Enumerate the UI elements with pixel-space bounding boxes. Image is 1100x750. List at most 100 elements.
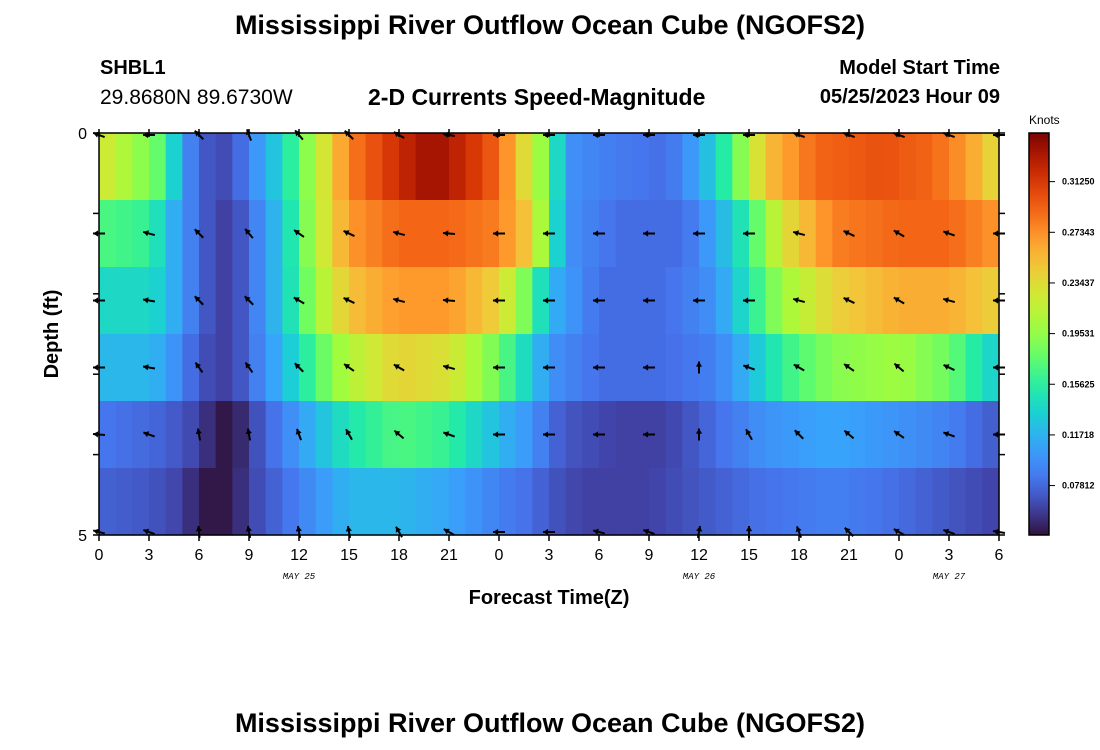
current-arrow: [643, 230, 655, 237]
heatmap-cell: [99, 334, 117, 402]
heatmap-cell: [299, 200, 317, 268]
heatmap-cell: [799, 267, 817, 335]
heatmap-cell: [899, 200, 917, 268]
heatmap-cell: [315, 334, 333, 402]
heatmap-cell: [915, 133, 933, 201]
heatmap-cell: [382, 468, 400, 536]
current-arrow: [843, 297, 855, 304]
current-arrow: [693, 230, 705, 237]
current-arrow: [592, 528, 606, 535]
x-tick-label: 6: [195, 547, 204, 564]
current-arrow: [593, 364, 605, 371]
heatmap-cell: [699, 200, 717, 268]
current-arrow: [493, 297, 505, 304]
colorbar-tick-label: 0.23437: [1062, 278, 1095, 288]
heatmap-cell: [765, 133, 783, 201]
heatmap-cell: [515, 267, 533, 335]
heatmap-cell: [849, 133, 867, 201]
current-arrow: [793, 363, 805, 372]
x-tick-label: 0: [95, 547, 104, 564]
heatmap-cell: [882, 133, 900, 201]
current-arrow: [345, 428, 353, 441]
heatmap-cell: [182, 133, 200, 201]
current-arrow: [142, 230, 156, 237]
heatmap-cell: [399, 200, 417, 268]
chart-subtitle: 2-D Currents Speed-Magnitude: [368, 84, 706, 110]
heatmap-cell: [349, 334, 367, 402]
current-arrow: [942, 297, 956, 304]
heatmap-cell: [99, 468, 117, 536]
heatmap-cell: [265, 200, 283, 268]
x-tick-label: 21: [440, 547, 458, 564]
heatmap-cell: [665, 401, 683, 469]
heatmap-cell: [682, 468, 700, 536]
heatmap-cell: [532, 401, 550, 469]
heatmap-cell: [215, 334, 233, 402]
heatmap-cell: [499, 401, 517, 469]
heatmap-cell: [665, 200, 683, 268]
heatmap-cell: [815, 133, 833, 201]
heatmap-cell: [349, 200, 367, 268]
heatmap-cell: [799, 334, 817, 402]
x-tick-label: 3: [545, 547, 554, 564]
heatmap-cell: [915, 334, 933, 402]
heatmap-cell: [415, 133, 433, 201]
heatmap-cell: [332, 334, 350, 402]
heatmap-cell: [332, 468, 350, 536]
heatmap-cell: [315, 468, 333, 536]
heatmap-cell: [499, 468, 517, 536]
x-tick-label: 3: [145, 547, 154, 564]
current-arrow: [543, 297, 555, 304]
heatmap-cell: [382, 133, 400, 201]
heatmap-cell: [599, 133, 617, 201]
heatmap-cell: [482, 133, 500, 201]
heatmap-cell: [199, 267, 217, 335]
heatmap-cell: [232, 468, 250, 536]
heatmap-cell: [832, 267, 850, 335]
x-tick-label: 12: [690, 547, 708, 564]
current-arrow: [943, 230, 955, 237]
heatmap-cell: [165, 334, 183, 402]
heatmap-cell: [682, 267, 700, 335]
heatmap-cell: [465, 133, 483, 201]
heatmap-cell: [182, 200, 200, 268]
heatmap-cell: [982, 468, 1000, 536]
heatmap-cell: [632, 200, 650, 268]
current-arrow: [143, 431, 155, 438]
heatmap-cell: [415, 468, 433, 536]
heatmap-cell: [482, 334, 500, 402]
current-arrow: [493, 230, 505, 237]
heatmap-cell: [615, 468, 633, 536]
heatmap-cell: [599, 468, 617, 536]
heatmap-cell: [299, 133, 317, 201]
heatmap-cell: [832, 401, 850, 469]
heatmap-cell: [899, 334, 917, 402]
heatmap-cell: [782, 267, 800, 335]
current-arrow: [643, 297, 655, 304]
heatmap-cell: [682, 401, 700, 469]
heatmap-cell: [282, 133, 300, 201]
current-arrow: [244, 295, 254, 306]
heatmap-cell: [965, 133, 983, 201]
heatmap-cell: [949, 267, 967, 335]
heatmap-cell: [515, 334, 533, 402]
heatmap-cell: [549, 401, 567, 469]
heatmap-cell: [782, 133, 800, 201]
heatmap-cell: [715, 267, 733, 335]
heatmap-cell: [215, 468, 233, 536]
heatmap-cell: [415, 334, 433, 402]
heatmap-cell: [282, 468, 300, 536]
heatmap-cell: [482, 468, 500, 536]
heatmap-cell: [549, 334, 567, 402]
heatmap-cell: [415, 267, 433, 335]
heatmap-cell: [432, 133, 450, 201]
heatmap-cell: [415, 401, 433, 469]
heatmap-cell: [615, 200, 633, 268]
heatmap-cell: [199, 200, 217, 268]
colorbar-tick-label: 0.11718: [1062, 430, 1094, 440]
heatmap-cell: [99, 267, 117, 335]
heatmap-cell: [532, 267, 550, 335]
heatmap-cell: [899, 468, 917, 536]
heatmap-cell: [565, 468, 583, 536]
heatmap-cell: [965, 334, 983, 402]
